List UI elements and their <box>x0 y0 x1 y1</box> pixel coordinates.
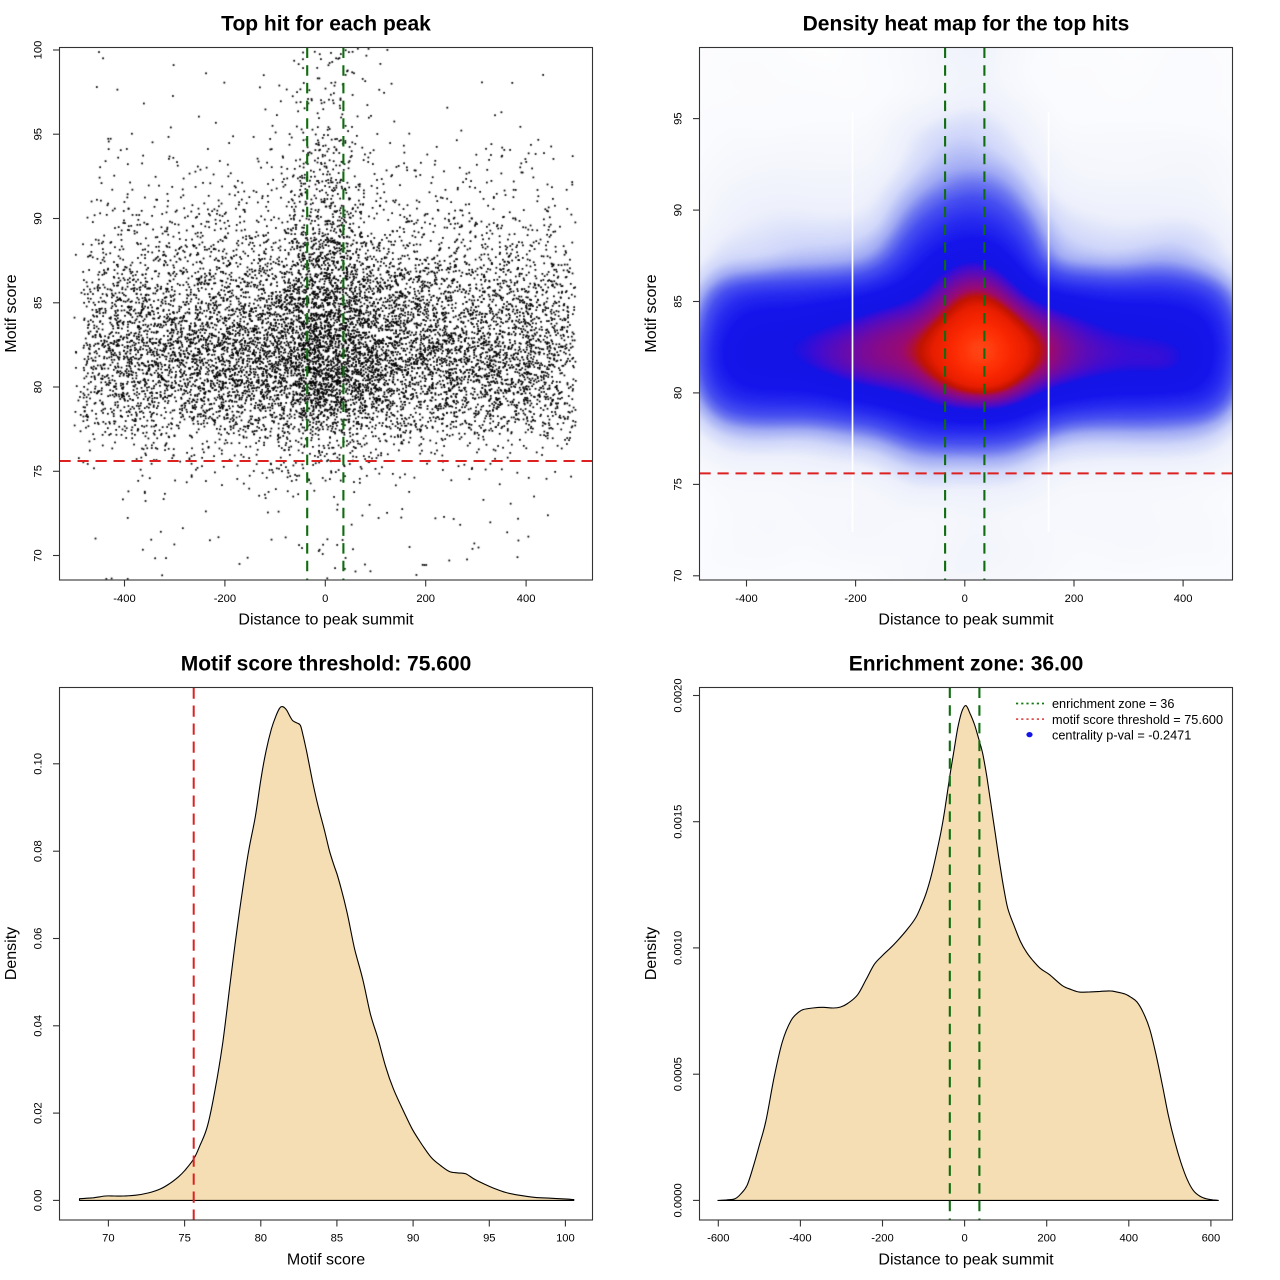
svg-text:0.0015: 0.0015 <box>673 805 685 839</box>
svg-text:100: 100 <box>556 1233 575 1245</box>
svg-text:0: 0 <box>961 1233 967 1245</box>
svg-text:85: 85 <box>33 297 45 309</box>
svg-text:motif score threshold = 75.600: motif score threshold = 75.600 <box>1052 713 1223 727</box>
svg-text:0.0000: 0.0000 <box>673 1183 685 1217</box>
svg-text:600: 600 <box>1202 1233 1221 1245</box>
svg-text:0.0005: 0.0005 <box>673 1057 685 1091</box>
svg-text:70: 70 <box>102 1233 114 1245</box>
svg-text:Motif score: Motif score <box>643 274 660 352</box>
svg-text:Density heat map for the top h: Density heat map for the top hits <box>803 13 1130 36</box>
svg-text:200: 200 <box>416 593 435 605</box>
svg-text:Distance to peak summit: Distance to peak summit <box>238 612 414 629</box>
svg-text:100: 100 <box>33 41 45 60</box>
svg-text:Motif score: Motif score <box>287 1252 365 1269</box>
svg-text:85: 85 <box>331 1233 343 1245</box>
svg-text:Distance to peak summit: Distance to peak summit <box>878 612 1054 629</box>
svg-text:70: 70 <box>33 549 45 561</box>
svg-text:0.04: 0.04 <box>33 1015 45 1037</box>
svg-text:0.00: 0.00 <box>33 1190 45 1212</box>
svg-text:85: 85 <box>673 295 685 307</box>
svg-text:0.06: 0.06 <box>33 928 45 950</box>
svg-text:75: 75 <box>673 478 685 490</box>
svg-text:-400: -400 <box>789 1233 811 1245</box>
svg-text:95: 95 <box>483 1233 495 1245</box>
svg-text:400: 400 <box>1119 1233 1138 1245</box>
svg-text:80: 80 <box>255 1233 267 1245</box>
svg-text:0.10: 0.10 <box>33 753 45 775</box>
svg-text:0.02: 0.02 <box>33 1102 45 1124</box>
svg-text:95: 95 <box>33 128 45 140</box>
svg-text:Density: Density <box>643 927 660 980</box>
svg-text:-200: -200 <box>844 593 866 605</box>
svg-text:90: 90 <box>407 1233 419 1245</box>
svg-text:-600: -600 <box>707 1233 729 1245</box>
svg-text:Motif score: Motif score <box>3 274 20 352</box>
svg-text:70: 70 <box>673 570 685 582</box>
svg-text:enrichment zone = 36: enrichment zone = 36 <box>1052 697 1174 711</box>
svg-text:Density: Density <box>3 927 20 980</box>
svg-text:-200: -200 <box>214 593 236 605</box>
svg-text:0.0010: 0.0010 <box>673 931 685 965</box>
svg-text:80: 80 <box>33 381 45 393</box>
svg-text:Distance to peak summit: Distance to peak summit <box>878 1252 1054 1269</box>
svg-text:200: 200 <box>1037 1233 1056 1245</box>
svg-text:centrality p-val = -0.2471: centrality p-val = -0.2471 <box>1052 728 1191 742</box>
svg-text:75: 75 <box>33 465 45 477</box>
svg-text:0.0020: 0.0020 <box>673 678 685 712</box>
svg-text:200: 200 <box>1065 593 1084 605</box>
svg-text:Motif score threshold: 75.600: Motif score threshold: 75.600 <box>181 653 472 676</box>
svg-text:95: 95 <box>673 112 685 124</box>
svg-text:80: 80 <box>673 387 685 399</box>
svg-text:90: 90 <box>673 204 685 216</box>
svg-text:0.08: 0.08 <box>33 840 45 862</box>
svg-text:400: 400 <box>1174 593 1193 605</box>
svg-text:Enrichment zone: 36.00: Enrichment zone: 36.00 <box>849 653 1084 676</box>
svg-text:-200: -200 <box>871 1233 893 1245</box>
svg-text:90: 90 <box>33 212 45 224</box>
svg-text:75: 75 <box>178 1233 190 1245</box>
svg-text:0: 0 <box>322 593 328 605</box>
svg-text:0: 0 <box>962 593 968 605</box>
svg-text:Top hit for each peak: Top hit for each peak <box>221 13 431 36</box>
svg-text:-400: -400 <box>113 593 135 605</box>
svg-text:400: 400 <box>517 593 536 605</box>
svg-text:-400: -400 <box>735 593 757 605</box>
